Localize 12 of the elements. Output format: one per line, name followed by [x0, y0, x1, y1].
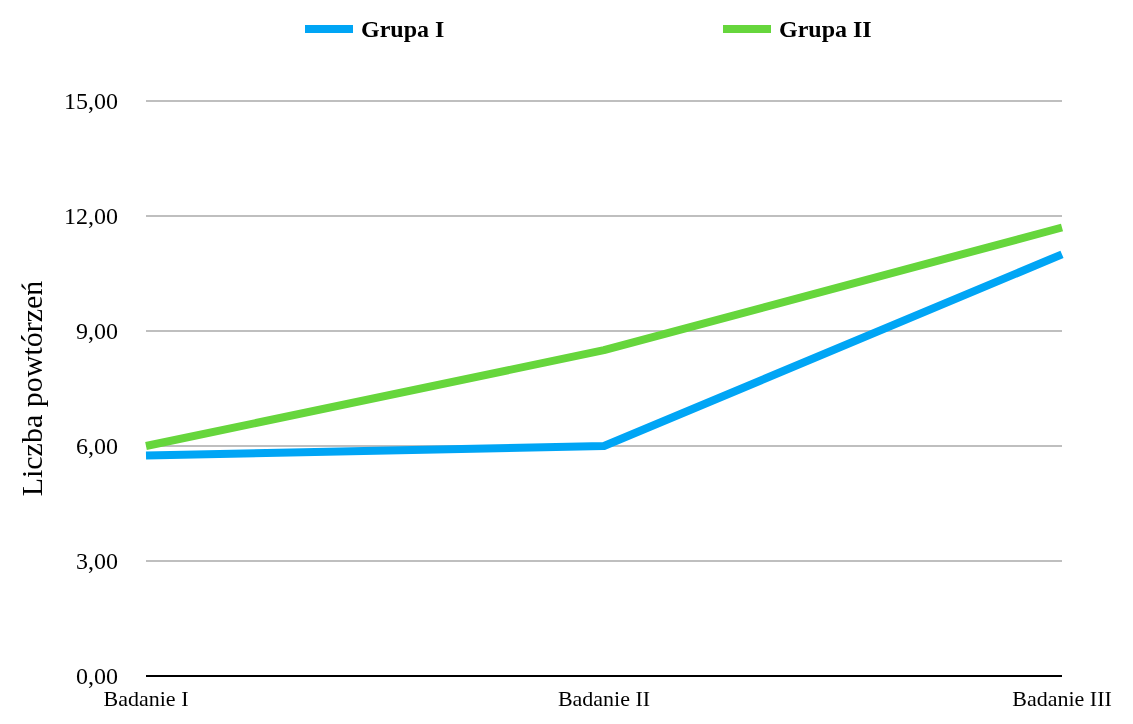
x-tick-label: Badanie I [103, 686, 189, 711]
y-tick-label: 0,00 [76, 663, 118, 689]
legend-label: Grupa II [779, 16, 872, 42]
x-tick-label: Badanie III [1012, 686, 1112, 711]
x-tick-label: Badanie II [557, 686, 651, 711]
y-axis-title: Liczba powtórzeń [15, 280, 48, 497]
y-tick-label: 6,00 [76, 433, 118, 459]
y-tick-label: 12,00 [64, 203, 118, 229]
legend-label: Grupa I [361, 16, 445, 42]
y-tick-label: 15,00 [64, 88, 118, 114]
y-tick-label: 9,00 [76, 318, 118, 344]
y-tick-label: 3,00 [76, 548, 118, 574]
